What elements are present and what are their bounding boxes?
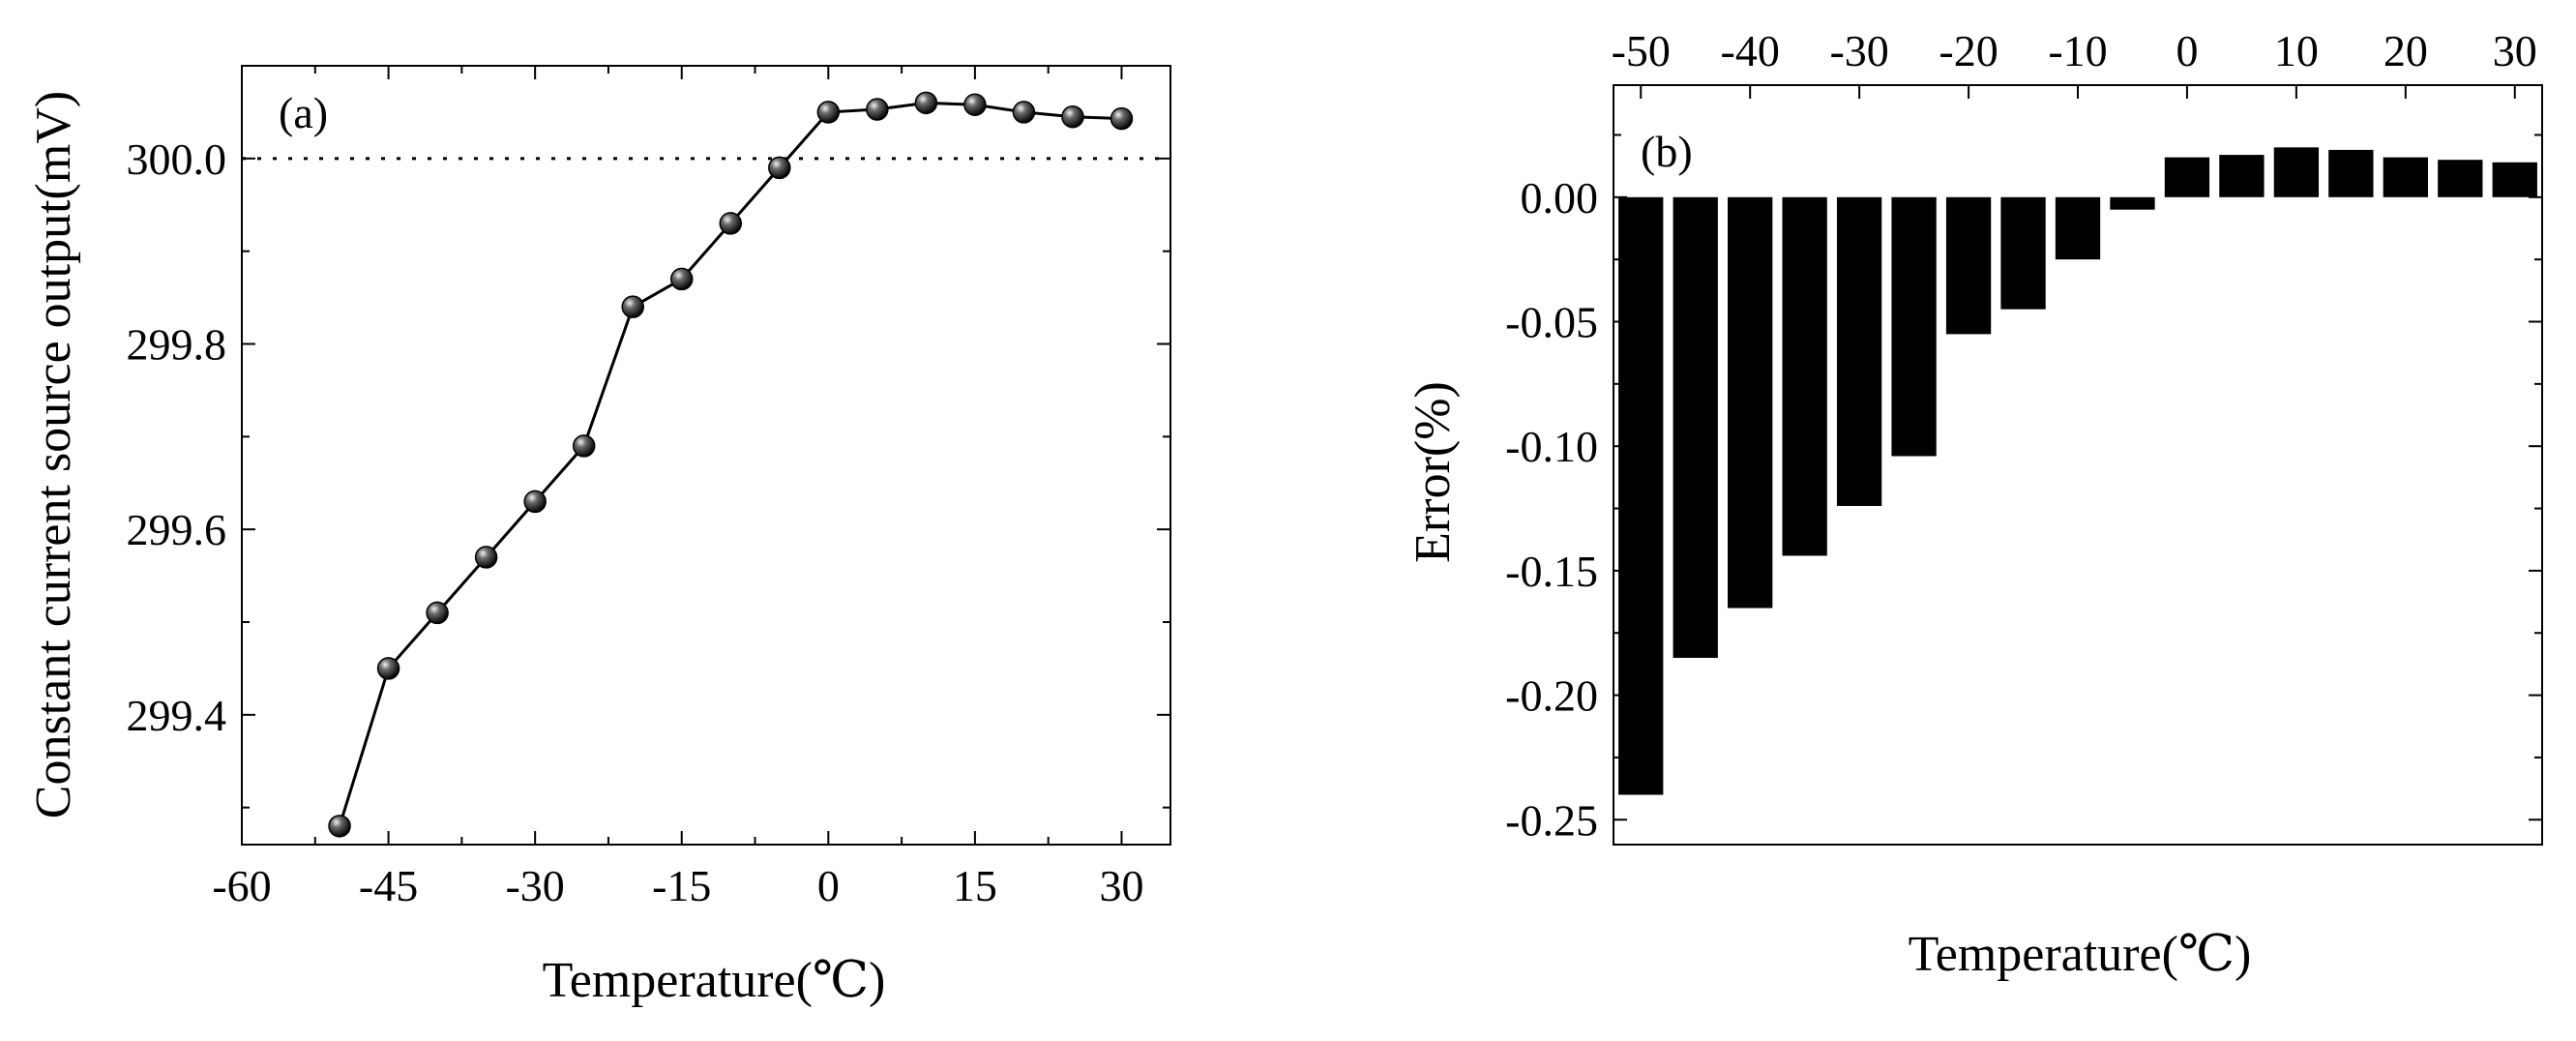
chart-a-point — [1012, 101, 1036, 124]
chart-a-point — [914, 91, 938, 115]
chart-b-panel-label: (b) — [1641, 127, 1693, 176]
chart-a-point — [1110, 106, 1134, 131]
chart-b-bar — [1782, 196, 1827, 556]
chart-b-bar — [2492, 162, 2537, 197]
chart-b-y-tick-label: -0.10 — [1505, 422, 1598, 471]
chart-b-bar — [2000, 196, 2046, 310]
chart-a-series-line — [338, 101, 1122, 827]
chart-b-y-tick-label: -0.20 — [1505, 671, 1598, 721]
chart-a-y-tick-label: 299.6 — [127, 505, 227, 554]
chart-b-y-ticks: -0.25 -0.20 -0.15 -0.10 -0.05 0.00 — [1505, 134, 2542, 845]
chart-b-y-tick-label: -0.15 — [1505, 547, 1598, 596]
chart-a-y-ticks: 299.4 299.6 299.8 300.0 — [127, 134, 1170, 809]
chart-a-y-tick-label: 300.0 — [127, 134, 227, 184]
chart-b-bar — [2383, 157, 2428, 197]
chart-a: -60 -45 -30 -15 0 15 30 299.4 299.6 299.8 300.0 (… — [26, 65, 1171, 1008]
chart-a-point — [963, 93, 987, 116]
chart-b-bar — [2273, 147, 2320, 197]
chart-b-x-tick-label: 30 — [2493, 26, 2537, 75]
chart-b-y-axis-label: Error(%) — [1406, 381, 1461, 563]
chart-a-point — [572, 434, 596, 458]
chart-b-x-tick-label: -20 — [1939, 26, 1998, 75]
chart-a-point — [719, 212, 743, 235]
chart-a-point — [816, 101, 841, 124]
chart-b-bars — [1618, 147, 2537, 795]
chart-b-x-tick-label: 10 — [2274, 26, 2319, 75]
chart-a-x-tick-label: -45 — [359, 861, 418, 910]
chart-b-x-tick-label: -30 — [1829, 26, 1888, 75]
chart-b-bar — [2110, 196, 2155, 210]
chart-b-x-axis-label: Temperature(℃) — [1909, 927, 2252, 982]
chart-b-x-ticks: -50 -40 -30 -20 -10 0 10 20 30 — [1612, 26, 2537, 99]
chart-b-bar — [1618, 196, 1664, 795]
chart-a-point — [376, 657, 400, 680]
chart-a-point — [621, 295, 644, 318]
chart-a-x-tick-label: 0 — [817, 861, 840, 910]
chart-a-x-axis-label: Temperature(℃) — [543, 953, 886, 1008]
chart-a-plot-frame — [241, 65, 1171, 846]
chart-b-bar — [1836, 196, 1882, 506]
chart-a-point — [768, 156, 791, 180]
chart-a-x-tick-label: 15 — [953, 861, 997, 910]
chart-b-x-tick-label: -50 — [1612, 26, 1671, 75]
chart-a-y-tick-label: 299.8 — [127, 320, 227, 370]
chart-b-x-tick-label: 0 — [2176, 26, 2198, 75]
chart-b-bar — [2438, 160, 2483, 197]
chart-b-x-tick-label: 20 — [2384, 26, 2428, 75]
chart-a-panel-label: (a) — [279, 88, 328, 137]
chart-a-points — [328, 91, 1134, 838]
chart-b-y-tick-label: -0.05 — [1505, 298, 1598, 347]
chart-a-point — [523, 490, 547, 514]
chart-a-point — [426, 601, 449, 625]
chart-b-bar — [2055, 196, 2101, 260]
chart-b-bar — [1945, 196, 1992, 335]
chart-b-bar — [2328, 149, 2374, 197]
chart-b-x-tick-label: -40 — [1721, 26, 1780, 75]
chart-a-point — [328, 815, 351, 838]
chart-b-bar — [2164, 157, 2210, 197]
chart-a-point — [474, 546, 498, 569]
chart-b-y-tick-label: 0.00 — [1521, 173, 1599, 223]
chart-a-x-ticks: -60 -45 -30 -15 0 15 30 — [212, 66, 1143, 910]
chart-a-point — [669, 267, 694, 291]
chart-a-x-tick-label: -60 — [212, 861, 271, 910]
chart-a-y-tick-label: 299.4 — [127, 691, 227, 740]
chart-b-x-tick-label: -10 — [2048, 26, 2107, 75]
chart-b-bar — [1673, 196, 1718, 658]
chart-b-bar — [1891, 196, 1937, 457]
chart-a-y-axis-label: Constant current source output(mV) — [26, 91, 81, 818]
chart-a-x-tick-label: -30 — [505, 861, 564, 910]
chart-b-y-tick-label: -0.25 — [1505, 795, 1598, 845]
chart-a-x-tick-label: 30 — [1099, 861, 1143, 910]
chart-b: -50 -40 -30 -20 -10 0 10 20 30 -0.25-0.20-0.15-0… — [1406, 26, 2543, 982]
chart-b-bar — [1728, 196, 1773, 609]
chart-a-point — [1061, 104, 1084, 129]
chart-b-bar — [2219, 155, 2265, 197]
chart-a-point — [866, 98, 889, 121]
chart-a-x-tick-label: -15 — [652, 861, 711, 910]
